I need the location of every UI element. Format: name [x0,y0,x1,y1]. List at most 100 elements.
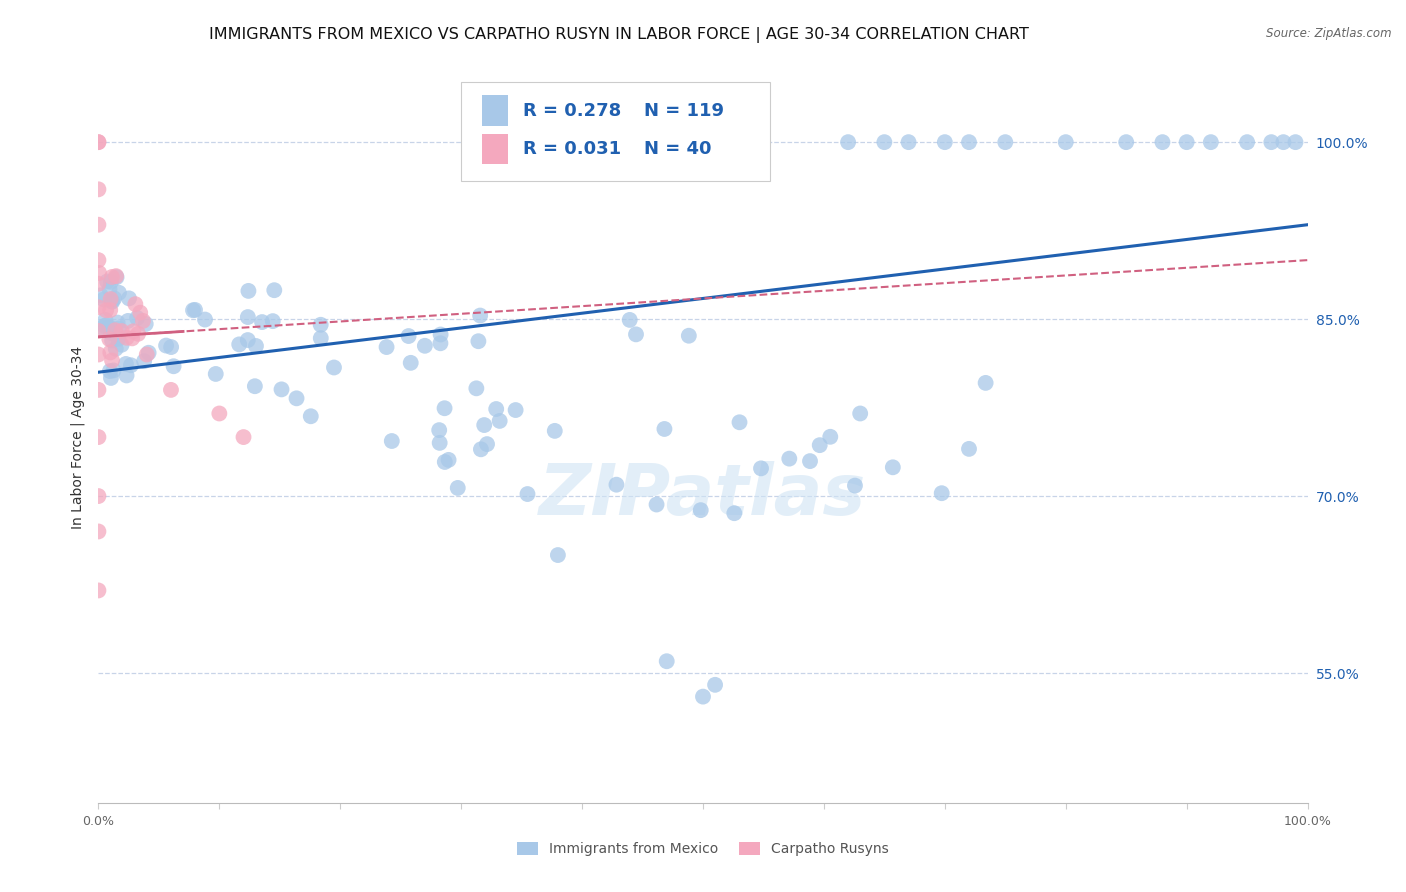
Point [184,302,207,317]
Point [228,337,250,351]
Point [100,294,122,309]
Point [263,283,285,297]
Point [98,303,121,318]
Point [413,339,436,353]
Point [728,415,751,429]
Point [115,368,138,383]
Legend: Immigrants from Mexico, Carpatho Rusyns: Immigrants from Mexico, Carpatho Rusyns [512,837,894,862]
Point [115,357,138,371]
Point [100,275,122,289]
Bar [482,95,509,126]
Point [689,503,711,517]
Point [204,367,226,381]
Point [94,303,117,318]
Point [93,293,115,307]
Point [103,292,125,306]
Point [120,358,142,372]
Point [87,324,110,338]
Point [90,288,112,302]
Point [98,364,121,378]
Point [1236,135,1258,149]
Point [605,477,627,491]
Point [108,285,131,300]
Point [103,363,125,377]
Point [974,376,997,390]
Point [87,383,110,397]
Point [101,353,124,368]
Point [105,269,128,284]
Point [208,407,231,421]
Point [309,318,332,332]
Point [245,339,267,353]
Point [160,340,183,354]
Point [100,371,122,385]
Point [323,360,346,375]
Point [429,336,451,351]
Point [111,324,134,338]
Point [87,253,110,268]
Text: N = 119: N = 119 [644,102,724,120]
Point [155,338,177,352]
Point [105,270,128,285]
Point [107,332,129,346]
Point [132,314,155,328]
Point [250,315,273,329]
Point [837,135,859,149]
Point [181,303,204,318]
Point [547,548,569,562]
Point [433,401,456,416]
Point [399,356,422,370]
Point [232,430,254,444]
Point [488,414,510,428]
Point [957,135,980,149]
Point [433,455,456,469]
Point [1175,135,1198,149]
Point [101,294,124,309]
Point [897,135,920,149]
Point [243,379,266,393]
Point [127,326,149,341]
Point [138,345,160,359]
Point [98,320,121,334]
Point [107,316,129,330]
Point [808,438,831,452]
Point [96,275,118,289]
Point [135,347,157,361]
Point [100,292,122,306]
Point [1054,135,1077,149]
Point [162,359,184,374]
Point [723,506,745,520]
Point [447,481,470,495]
Point [115,331,138,345]
Point [799,454,821,468]
Point [437,453,460,467]
Point [655,654,678,668]
Point [299,409,322,424]
Text: ZIPatlas: ZIPatlas [540,461,866,530]
Point [194,312,217,326]
Point [87,135,110,149]
Point [270,383,292,397]
Point [107,321,129,335]
Point [931,486,953,500]
Point [1199,135,1222,149]
Point [882,460,904,475]
Point [381,434,404,448]
Point [749,461,772,475]
Point [121,331,143,345]
Point [1115,135,1137,149]
Point [1260,135,1282,149]
Point [117,314,139,328]
Point [309,331,332,345]
Point [375,340,398,354]
Point [516,487,538,501]
Point [94,313,117,327]
Point [124,297,146,311]
Point [820,430,842,444]
FancyBboxPatch shape [461,82,769,181]
Point [98,332,121,346]
Text: R = 0.031: R = 0.031 [523,140,621,158]
Point [619,313,641,327]
Point [100,326,122,340]
Point [873,135,896,149]
